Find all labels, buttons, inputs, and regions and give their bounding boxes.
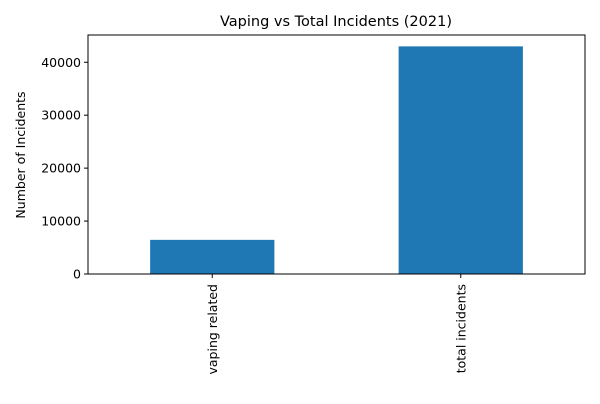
y-axis-label: Number of Incidents (13, 91, 28, 218)
bar-vaping-related (150, 239, 275, 274)
plot-frame (87, 34, 586, 275)
plot-area: vaping related total incidents 0 10000 20000… (41, 34, 586, 375)
y-tick-label: 30000 (41, 108, 81, 123)
y-tick-label: 0 (73, 267, 81, 282)
x-tick-label: total incidents (453, 284, 468, 373)
y-tick-label: 10000 (41, 214, 81, 229)
x-tick-label: vaping related (205, 284, 220, 375)
bar-total-incidents (398, 46, 523, 274)
chart-title: Vaping vs Total Incidents (2021) (220, 14, 452, 30)
y-tick-label: 40000 (41, 55, 81, 70)
y-tick-label: 20000 (41, 161, 81, 176)
